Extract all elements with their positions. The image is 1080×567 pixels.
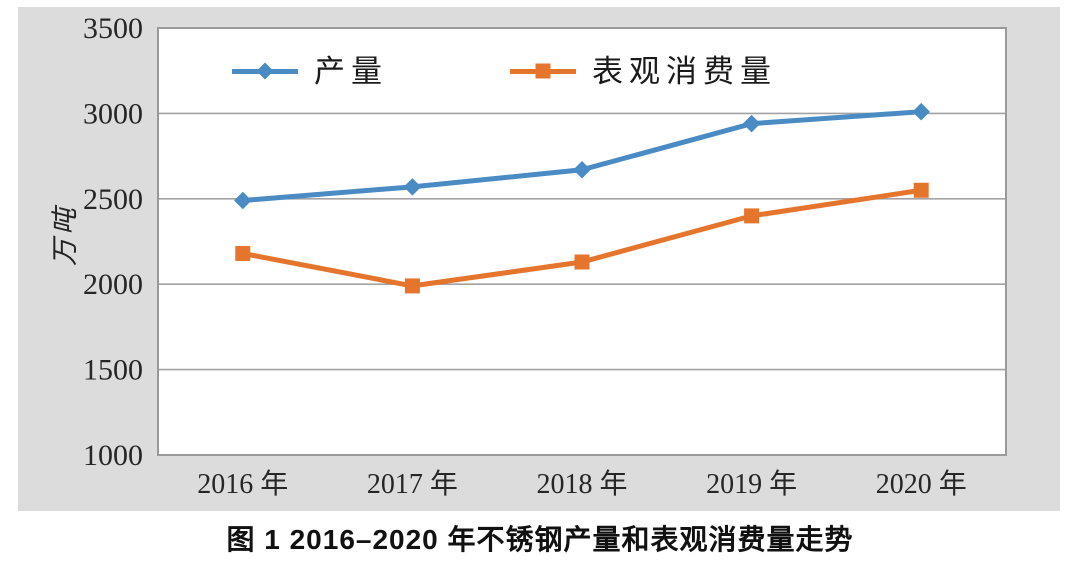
consumption-line-sample (510, 63, 576, 79)
data-point-diamond (573, 160, 591, 179)
legend-item-production: 产量 (232, 56, 388, 87)
legend-label-production: 产量 (314, 53, 388, 89)
y-tick-label: 3000 (83, 97, 143, 130)
data-point-square (744, 208, 760, 224)
data-point-square (235, 245, 251, 261)
y-tick-label: 1000 (83, 439, 143, 472)
chart-area: 1000 1500 2000 2500 3000 3500 2016 年 2017 年 2018… (18, 7, 1060, 511)
x-tick-label: 2019 年 (706, 468, 797, 500)
figure-caption: 图 1 2016–2020 年不锈钢产量和表观消费量走势 (226, 524, 854, 555)
plot-border (157, 27, 1007, 456)
x-tick-label: 2018 年 (536, 468, 627, 500)
y-tick-label: 3500 (83, 12, 143, 45)
x-tick-label: 2020 年 (876, 468, 967, 500)
x-tick-label: 2017 年 (367, 468, 458, 500)
y-tick-label: 2500 (83, 183, 143, 216)
data-point-diamond (234, 191, 252, 210)
plot-svg: 1000 1500 2000 2500 3000 3500 2016 年 2017 年 2018… (83, 12, 1007, 500)
data-point-square (574, 254, 590, 270)
data-point-square (913, 182, 929, 198)
x-tick-label: 2016 年 (197, 468, 288, 500)
y-tick-label: 1500 (83, 354, 143, 387)
plot-background (158, 28, 1006, 455)
data-point-diamond (742, 114, 761, 133)
y-tick-label: 2000 (83, 268, 143, 301)
diamond-marker-icon (256, 62, 274, 80)
production-line-sample (232, 62, 298, 80)
square-marker-icon (535, 63, 551, 79)
legend-item-consumption: 表观消费量 (510, 56, 777, 87)
legend: 产量 表观消费量 (232, 51, 777, 91)
legend-label-consumption: 表观消费量 (592, 53, 777, 89)
data-point-square (404, 278, 420, 294)
